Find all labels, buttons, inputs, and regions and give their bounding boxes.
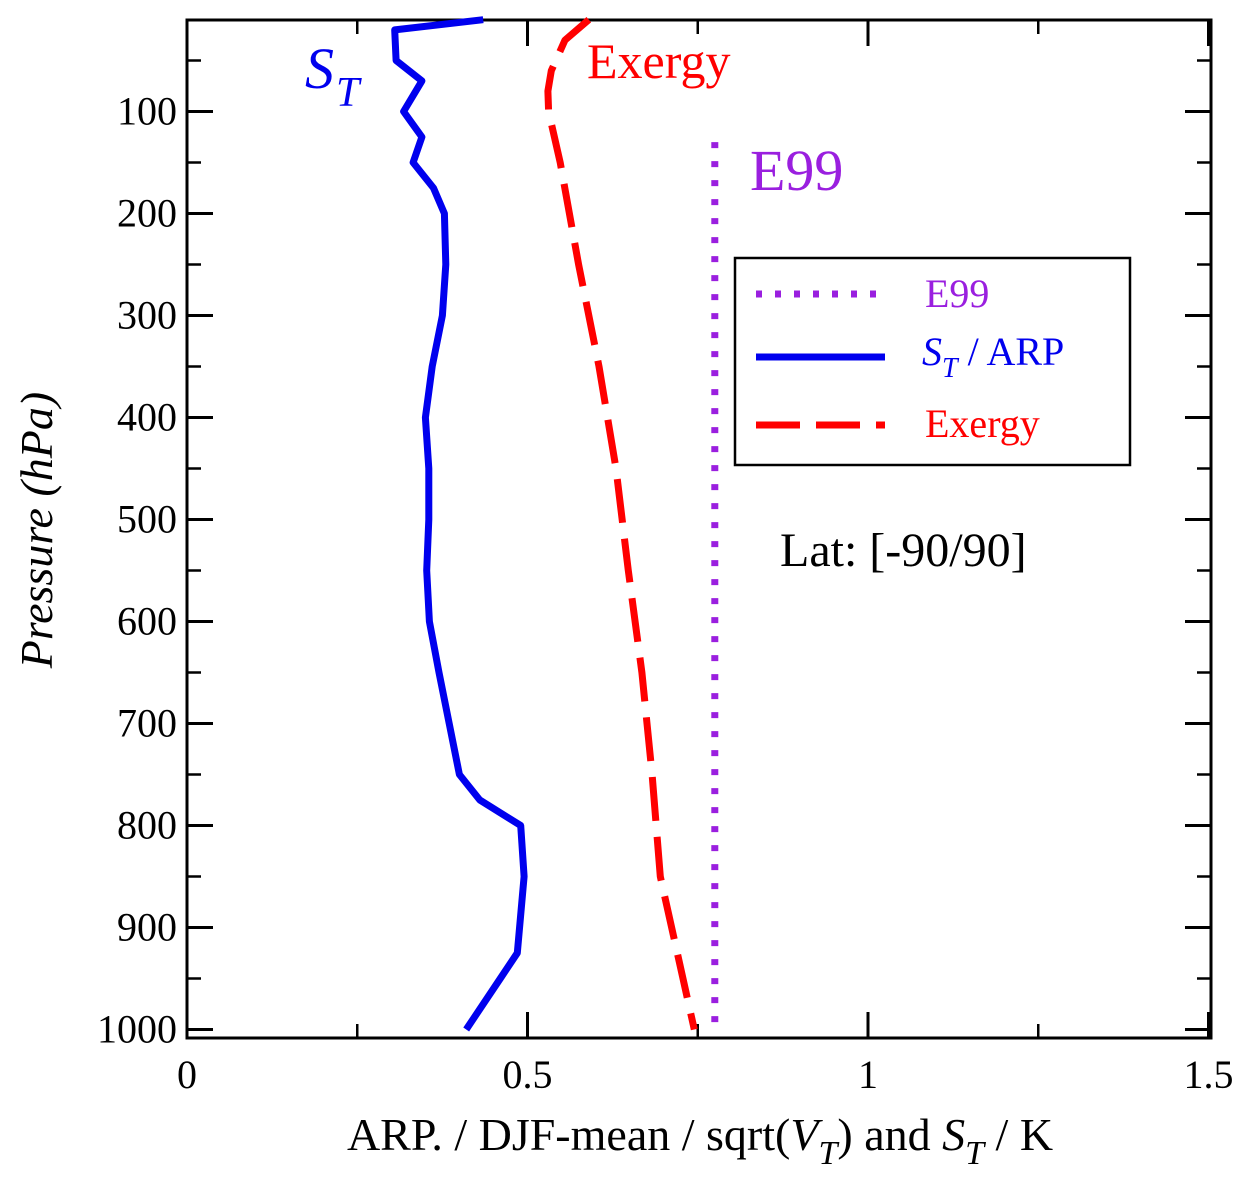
y-tick-label: 800	[117, 803, 177, 848]
x-axis-title: ARP. / DJF-mean / sqrt(VT) and ST / K	[347, 1109, 1053, 1172]
y-tick-label: 100	[117, 89, 177, 134]
x-tick-label: 1	[858, 1052, 878, 1097]
y-tick-label: 600	[117, 599, 177, 644]
y-tick-label: 900	[117, 905, 177, 950]
series-exergy-line	[544, 17, 698, 1031]
annotation-e99: E99	[750, 138, 843, 203]
y-axis-title: Pressure (hPa)	[11, 392, 62, 669]
x-tick-label: 0	[177, 1052, 197, 1097]
y-tick-label: 1000	[97, 1007, 177, 1052]
axis-ticks	[185, 20, 1211, 1038]
x-tick-label: 0.5	[503, 1052, 553, 1097]
legend: E99 ST / ARP Exergy	[733, 256, 1132, 467]
legend-box	[733, 256, 1132, 467]
annotation-exergy: Exergy	[587, 33, 730, 89]
y-tick-label: 300	[117, 293, 177, 338]
plot-frame	[185, 18, 1213, 1040]
y-tick-label: 500	[117, 497, 177, 542]
legend-label-e99: E99	[925, 271, 989, 316]
y-tick-label: 200	[117, 191, 177, 236]
series-st-line	[391, 16, 528, 1032]
legend-label-exergy: Exergy	[925, 401, 1040, 446]
y-tick-label: 400	[117, 395, 177, 440]
y-tick-label: 700	[117, 701, 177, 746]
series-layer	[391, 16, 719, 1032]
annotation-lat: Lat: [-90/90]	[780, 524, 1027, 577]
x-tick-label: 1.5	[1184, 1052, 1234, 1097]
annotation-st: ST	[305, 36, 362, 116]
legend-label-st: ST / ARP	[922, 329, 1064, 384]
